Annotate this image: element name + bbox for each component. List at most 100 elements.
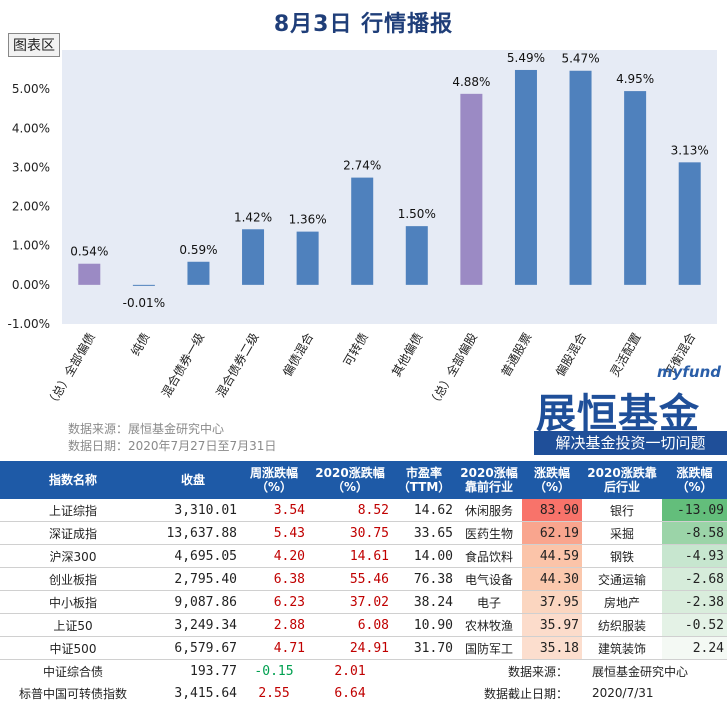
- index-name: 标普中国可转债指数: [18, 686, 127, 701]
- bottom-industry-change: -2.38: [662, 590, 727, 614]
- pe-value: 10.90: [392, 613, 456, 637]
- index-name: 创业板指: [0, 567, 146, 591]
- header-close: 收盘: [146, 461, 240, 499]
- bar: [132, 284, 155, 286]
- y-tick-label: 2.00%: [12, 200, 50, 214]
- table-row: 中小板指 9,087.86 6.23 37.02 38.24 电子 37.95 房地产 -2.3…: [0, 590, 727, 614]
- top-industry: 电子: [456, 590, 522, 614]
- close-value: 193.77: [190, 663, 237, 679]
- bar: [405, 226, 428, 285]
- table-row: 中证综合债 193.77 -0.15 2.01 数据来源： 展恒基金研究中心: [0, 660, 727, 683]
- note-label: 数据来源：: [507, 664, 568, 679]
- week-change: 6.38: [240, 567, 308, 591]
- week-change: 3.54: [240, 499, 308, 522]
- x-tick-label: 混合债券二级: [213, 330, 262, 400]
- data-label: 0.54%: [70, 245, 108, 259]
- bottom-industry-change: -4.93: [662, 544, 727, 568]
- chart-source: 数据来源：展恒基金研究中心: [68, 422, 225, 436]
- week-change: 2.88: [240, 613, 308, 637]
- data-label: 0.59%: [179, 243, 217, 257]
- top-industry: 休闲服务: [456, 499, 522, 522]
- y-tick-label: 0.00%: [12, 278, 50, 292]
- header-index-name: 指数名称: [0, 461, 146, 499]
- x-tick-label: （总）全部偏债: [43, 330, 98, 410]
- plot-area: [62, 50, 717, 324]
- ytd-change: 2.01: [334, 663, 366, 679]
- chart-area-button[interactable]: 图表区: [8, 33, 60, 57]
- bar: [187, 261, 210, 285]
- bottom-industry: 钢铁: [582, 544, 662, 568]
- pe-value: 33.65: [392, 521, 456, 545]
- data-label: 5.47%: [561, 52, 599, 66]
- index-name: 中证500: [0, 636, 146, 660]
- table-row: 沪深300 4,695.05 4.20 14.61 14.00 食品饮料 44.59 钢铁 -4…: [0, 544, 727, 568]
- ytd-change: 6.64: [334, 685, 366, 701]
- top-industry-change: 83.90: [522, 499, 582, 522]
- week-change: 4.20: [240, 544, 308, 568]
- bottom-industry-change: -0.52: [662, 613, 727, 637]
- bar-chart: -1.00% 0.00% 1.00% 2.00% 3.00% 4.00% 5.00% 0.54…: [8, 50, 717, 410]
- index-name: 沪深300: [0, 544, 146, 568]
- data-label: 4.95%: [616, 72, 654, 86]
- note-value: 展恒基金研究中心: [592, 664, 689, 679]
- header-ytd-change: 2020涨跌幅（%）: [308, 461, 392, 499]
- week-change: 5.43: [240, 521, 308, 545]
- close-value: 4,695.05: [146, 544, 240, 568]
- y-tick-label: 5.00%: [12, 82, 50, 96]
- logo-slogan: 解决基金投资一切问题: [534, 431, 727, 455]
- page-title: 8月3日 行情播报: [273, 12, 454, 37]
- ytd-change: 14.61: [308, 544, 392, 568]
- y-tick-label: 3.00%: [12, 160, 50, 174]
- data-label: 5.49%: [507, 51, 545, 65]
- bottom-industry: 采掘: [582, 521, 662, 545]
- header-pe: 市盈率（TTM）: [392, 461, 456, 499]
- week-change: 2.55: [258, 685, 290, 701]
- header-top-industry: 2020涨幅靠前行业: [456, 461, 522, 499]
- bar: [296, 231, 319, 285]
- bar: [78, 263, 101, 285]
- y-tick-label: 4.00%: [12, 121, 50, 135]
- top-industry-change: 37.95: [522, 590, 582, 614]
- ytd-change: 6.08: [308, 613, 392, 637]
- close-value: 3,415.64: [174, 685, 237, 701]
- close-value: 6,579.67: [146, 636, 240, 660]
- table-row: 标普中国可转债指数 3,415.64 2.55 6.64 数据截止日期： 2020/7/3…: [0, 682, 727, 704]
- header-bottom-change: 涨跌幅（%）: [662, 461, 727, 499]
- table-header-row: 指数名称 收盘 周涨跌幅（%） 2020涨跌幅（%） 市盈率（TTM） 2020…: [0, 461, 727, 499]
- header-bottom-industry: 2020涨跌靠后行业: [582, 461, 662, 499]
- bottom-industry: 房地产: [582, 590, 662, 614]
- data-label: 2.74%: [343, 159, 381, 173]
- note-value: 2020/7/31: [592, 686, 654, 700]
- ytd-change: 30.75: [308, 521, 392, 545]
- index-name: 上证50: [0, 613, 146, 637]
- pe-value: 31.70: [392, 636, 456, 660]
- bottom-industry: 银行: [582, 499, 662, 522]
- index-name: 上证综指: [0, 499, 146, 522]
- close-value: 13,637.88: [146, 521, 240, 545]
- bar: [624, 91, 647, 285]
- close-value: 9,087.86: [146, 590, 240, 614]
- pe-value: 76.38: [392, 567, 456, 591]
- top-industry-change: 35.18: [522, 636, 582, 660]
- pe-value: 14.62: [392, 499, 456, 522]
- ytd-change: 24.91: [308, 636, 392, 660]
- x-tick-label: 纯债: [128, 331, 152, 359]
- logo-brand-name: 展恒基金: [536, 391, 700, 437]
- top-industry: 国防军工: [456, 636, 522, 660]
- bottom-industry: 纺织服装: [582, 613, 662, 637]
- x-tick-label: 其他偏债: [388, 330, 425, 379]
- table-row: 上证综指 3,310.01 3.54 8.52 14.62 休闲服务 83.90 银行 -13.…: [0, 499, 727, 522]
- week-change: 4.71: [240, 636, 308, 660]
- top-industry: 农林牧渔: [456, 613, 522, 637]
- brand-logo: myfund 展恒基金 解决基金投资一切问题: [534, 363, 727, 460]
- data-label: -0.01%: [123, 296, 165, 310]
- bar: [351, 177, 374, 285]
- bottom-industry: 建筑装饰: [582, 636, 662, 660]
- header-top-change: 涨跌幅（%）: [522, 461, 582, 499]
- close-value: 2,795.40: [146, 567, 240, 591]
- table-row: 创业板指 2,795.40 6.38 55.46 76.38 电气设备 44.30 交通运输 -…: [0, 567, 727, 591]
- index-name: 深证成指: [0, 521, 146, 545]
- chart-date: 数据日期：2020年7月27日至7月31日: [68, 439, 277, 453]
- data-label: 1.50%: [398, 207, 436, 221]
- top-industry-change: 44.59: [522, 544, 582, 568]
